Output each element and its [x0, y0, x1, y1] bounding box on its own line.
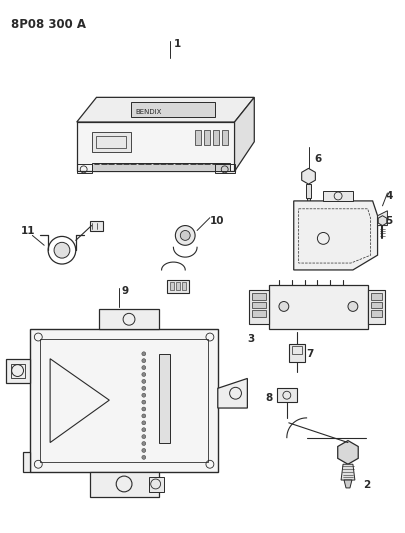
Circle shape: [180, 230, 190, 240]
Circle shape: [175, 225, 195, 245]
Circle shape: [142, 428, 146, 432]
Polygon shape: [371, 310, 382, 317]
Polygon shape: [218, 378, 247, 408]
Polygon shape: [149, 477, 164, 492]
Polygon shape: [90, 472, 159, 497]
Polygon shape: [252, 310, 266, 317]
Circle shape: [54, 243, 70, 258]
Polygon shape: [182, 282, 186, 289]
Polygon shape: [100, 309, 159, 329]
Circle shape: [142, 414, 146, 418]
Polygon shape: [77, 122, 234, 171]
Text: 7: 7: [307, 349, 314, 359]
Polygon shape: [234, 98, 254, 171]
Polygon shape: [289, 344, 305, 362]
Polygon shape: [168, 280, 189, 293]
Circle shape: [142, 359, 146, 362]
Circle shape: [142, 366, 146, 369]
Polygon shape: [30, 329, 218, 472]
Polygon shape: [368, 289, 386, 324]
Text: BENDIX: BENDIX: [136, 109, 162, 115]
Polygon shape: [344, 480, 352, 488]
Polygon shape: [341, 464, 355, 480]
Polygon shape: [305, 184, 311, 198]
Polygon shape: [252, 302, 266, 309]
Polygon shape: [77, 98, 254, 122]
Polygon shape: [378, 216, 387, 225]
Polygon shape: [204, 130, 210, 144]
Polygon shape: [222, 130, 228, 144]
Circle shape: [142, 421, 146, 425]
Polygon shape: [92, 132, 131, 151]
Circle shape: [142, 448, 146, 453]
Polygon shape: [307, 198, 311, 204]
Circle shape: [142, 393, 146, 397]
Polygon shape: [371, 302, 382, 309]
Text: 2: 2: [363, 480, 370, 490]
Circle shape: [142, 386, 146, 390]
Polygon shape: [176, 282, 180, 289]
Polygon shape: [195, 130, 201, 144]
Circle shape: [142, 441, 146, 446]
Circle shape: [142, 379, 146, 383]
Circle shape: [142, 434, 146, 439]
Text: 4: 4: [386, 191, 393, 201]
Polygon shape: [92, 164, 230, 171]
Polygon shape: [277, 389, 297, 402]
Polygon shape: [249, 289, 269, 324]
Text: 6: 6: [314, 154, 322, 164]
Circle shape: [142, 352, 146, 356]
Circle shape: [279, 302, 289, 311]
Polygon shape: [131, 102, 215, 117]
Polygon shape: [252, 293, 266, 300]
Text: 9: 9: [121, 286, 128, 296]
Polygon shape: [269, 285, 368, 329]
Circle shape: [142, 455, 146, 459]
Text: 10: 10: [210, 216, 224, 225]
Polygon shape: [294, 201, 377, 270]
Text: 3: 3: [247, 334, 255, 344]
Text: 11: 11: [21, 225, 35, 236]
Polygon shape: [90, 221, 103, 230]
Polygon shape: [377, 211, 388, 225]
Circle shape: [142, 407, 146, 411]
Polygon shape: [213, 130, 219, 144]
Circle shape: [142, 373, 146, 376]
Polygon shape: [338, 441, 358, 464]
Polygon shape: [6, 359, 30, 383]
Polygon shape: [302, 168, 315, 184]
Text: 8: 8: [265, 393, 273, 403]
Polygon shape: [371, 293, 382, 300]
Polygon shape: [159, 354, 171, 442]
Polygon shape: [323, 191, 353, 201]
Polygon shape: [171, 282, 175, 289]
Circle shape: [142, 400, 146, 404]
Text: 8P08 300 A: 8P08 300 A: [11, 19, 86, 31]
Circle shape: [348, 302, 358, 311]
Polygon shape: [23, 453, 30, 472]
Text: 1: 1: [173, 39, 181, 49]
Text: 5: 5: [386, 216, 393, 225]
